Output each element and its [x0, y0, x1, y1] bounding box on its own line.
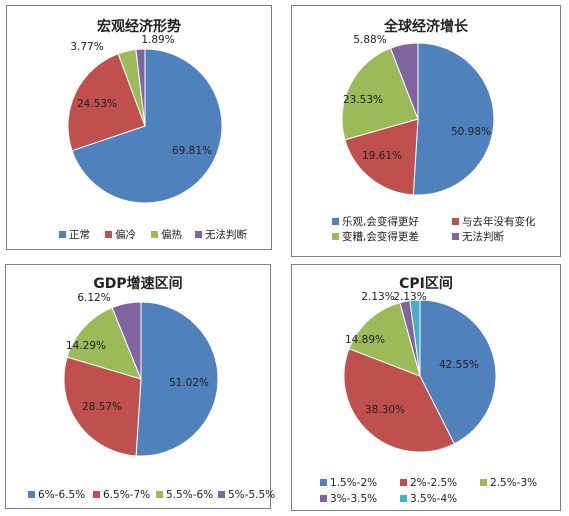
chart-title: 宏观经济形势	[97, 19, 181, 35]
data-label: 24.53%	[77, 98, 117, 110]
chart-title: CPI区间	[399, 276, 453, 292]
data-label: 2.13%	[393, 291, 426, 303]
pie-slice	[343, 348, 455, 453]
legend-item: 6%-6.5%	[28, 489, 85, 501]
pie-slice	[111, 301, 142, 380]
legend-item: 5.5%-6%	[156, 489, 213, 501]
data-label: 19.61%	[362, 150, 402, 162]
legend-swatch	[332, 233, 339, 240]
legend-swatch	[59, 231, 66, 238]
legend-swatch	[480, 479, 487, 486]
legend-swatch	[195, 231, 202, 238]
data-label: 50.98%	[451, 126, 491, 138]
legend-label: 与去年没有变化	[462, 216, 536, 228]
legend-swatch	[400, 495, 407, 502]
legend-item: 无法判断	[195, 229, 247, 241]
legend-swatch	[332, 218, 339, 225]
legend-swatch	[452, 233, 459, 240]
pie-slice	[135, 301, 219, 457]
chart-panel-macro-economy: 宏观经济形势 69.81% 24.53% 3.77% 1.89% 正常 偏冷 偏热 无法判断	[6, 5, 272, 250]
data-label: 38.30%	[365, 404, 405, 416]
pie-slice	[348, 302, 421, 377]
legend-item: 3%-3.5%	[320, 493, 377, 505]
legend-item: 正常	[59, 229, 90, 241]
legend-label: 乐观,会变得更好	[342, 216, 419, 228]
pie-chart: 69.81% 24.53% 3.77% 1.89%	[67, 34, 223, 204]
legend-item: 变糟,会变得更差	[332, 231, 419, 243]
legend-label: 5.5%-6%	[166, 489, 214, 501]
pie-chart: 42.55% 38.30% 14.89% 2.13%2.13%	[343, 291, 497, 453]
chart-panel-gdp-growth: GDP增速区间 51.02% 28.57% 14.29% 6.12% 6%-6.5% 6…	[5, 264, 275, 509]
legend-label: 5%-5.5%	[228, 489, 276, 501]
legend-swatch	[105, 231, 112, 238]
chart-panel-global-growth: 全球经济增长 50.98% 19.61% 23.53% 5.88% 乐观,会变得更好 与…	[291, 5, 561, 257]
legend-label: 2.5%-3%	[490, 477, 538, 489]
pie-chart: 51.02% 28.57% 14.29% 6.12%	[63, 292, 219, 457]
legend-label: 无法判断	[205, 229, 247, 241]
data-label: 14.89%	[345, 334, 385, 346]
pie-slice	[344, 118, 419, 196]
legend-item: 与去年没有变化	[452, 216, 536, 228]
data-label: 42.55%	[439, 359, 479, 371]
legend-swatch	[151, 231, 158, 238]
legend-swatch	[218, 491, 225, 498]
legend-label: 3%-3.5%	[330, 493, 378, 505]
data-label: 28.57%	[82, 401, 122, 413]
legend-label: 偏冷	[115, 229, 136, 241]
legend-item: 3.5%-4%	[400, 493, 457, 505]
legend-swatch	[400, 479, 407, 486]
legend-label: 变糟,会变得更差	[342, 231, 419, 243]
legend-item: 1.5%-2%	[320, 477, 377, 489]
legend-label: 无法判断	[462, 231, 504, 243]
legend-label: 6%-6.5%	[38, 489, 86, 501]
pie-slice	[67, 53, 146, 152]
data-label: 51.02%	[169, 377, 209, 389]
legend-swatch	[93, 491, 100, 498]
legend-item: 乐观,会变得更好	[332, 216, 419, 228]
legend-label: 正常	[69, 229, 90, 241]
legend-label: 2%-2.5%	[410, 477, 458, 489]
pie-chart: 50.98% 19.61% 23.53% 5.88%	[341, 34, 495, 196]
data-label: 2.13%	[361, 291, 394, 303]
legend-swatch	[320, 479, 327, 486]
pie-slice	[63, 356, 142, 457]
legend-swatch	[28, 491, 35, 498]
legend-swatch	[320, 495, 327, 502]
chart-panel-cpi: CPI区间 42.55% 38.30% 14.89% 2.13% 2.13% 1.5%-…	[291, 264, 561, 511]
pie-slice	[389, 42, 419, 120]
pie-slice	[71, 48, 223, 204]
chart-title: GDP增速区间	[93, 276, 183, 292]
legend-item: 无法判断	[452, 231, 504, 243]
pie-slice	[412, 42, 495, 196]
pie-slice	[419, 299, 497, 445]
chart-title: 全球经济增长	[384, 19, 468, 35]
legend-item: 2%-2.5%	[400, 477, 457, 489]
data-label: 5.88%	[353, 34, 386, 46]
legend-item: 偏冷	[105, 229, 136, 241]
data-label: 1.89%	[141, 34, 174, 46]
legend-item: 2.5%-3%	[480, 477, 537, 489]
legend-label: 3.5%-4%	[410, 493, 458, 505]
legend-item: 6.5%-7%	[93, 489, 150, 501]
legend-swatch	[452, 218, 459, 225]
legend-item: 偏热	[151, 229, 182, 241]
data-label: 23.53%	[343, 94, 383, 106]
pie-slice	[135, 48, 146, 127]
legend-label: 1.5%-2%	[330, 477, 378, 489]
data-label: 14.29%	[66, 340, 106, 352]
data-label: 69.81%	[172, 145, 212, 157]
data-label: 6.12%	[77, 292, 110, 304]
pie-slice	[409, 299, 421, 377]
pie-slice	[66, 306, 142, 380]
legend-label: 6.5%-7%	[103, 489, 151, 501]
legend-label: 偏热	[161, 229, 182, 241]
legend-item: 5%-5.5%	[218, 489, 275, 501]
data-label: 3.77%	[70, 41, 103, 53]
legend-swatch	[156, 491, 163, 498]
